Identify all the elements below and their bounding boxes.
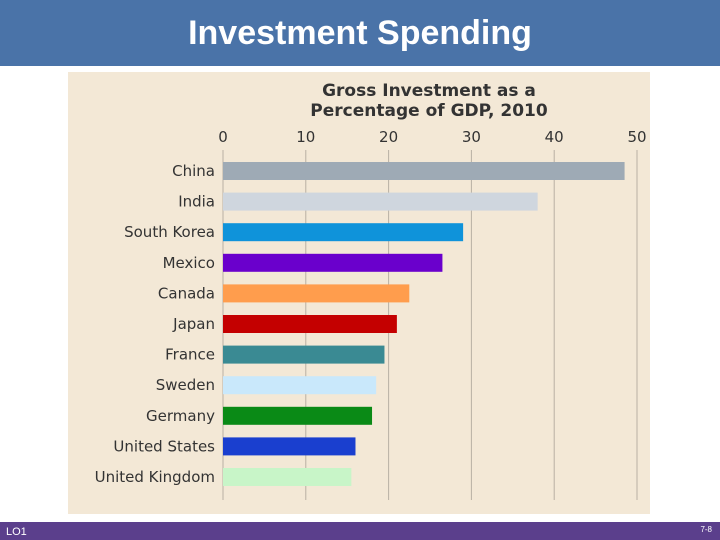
learning-objective-label: LO1 bbox=[6, 526, 27, 538]
category-label: Canada bbox=[158, 284, 215, 302]
chart-title: Gross Investment as a bbox=[322, 81, 536, 101]
bar-chart: Gross Investment as a Percentage of GDP,… bbox=[95, 81, 647, 500]
bar-germany bbox=[223, 406, 373, 425]
footer-bar bbox=[0, 522, 720, 540]
bar-united-kingdom bbox=[223, 468, 352, 486]
bar-united-states bbox=[223, 437, 356, 456]
title-bar bbox=[0, 0, 720, 66]
category-label: France bbox=[165, 346, 215, 364]
x-tick-label: 30 bbox=[462, 128, 481, 146]
bar-japan bbox=[223, 315, 397, 333]
x-tick-label: 10 bbox=[296, 128, 315, 146]
page-number: 7-8 bbox=[700, 525, 712, 534]
category-label: Sweden bbox=[156, 376, 215, 394]
x-tick-label: 40 bbox=[545, 128, 564, 146]
category-label: Germany bbox=[146, 407, 215, 425]
category-label: United States bbox=[113, 437, 215, 455]
bar-sweden bbox=[223, 376, 377, 395]
category-label: Japan bbox=[172, 315, 215, 333]
category-label: India bbox=[178, 193, 215, 211]
bar-south-korea bbox=[223, 223, 464, 242]
chart-subtitle: Percentage of GDP, 2010 bbox=[310, 101, 548, 121]
chart-panel: Gross Investment as a Percentage of GDP,… bbox=[68, 72, 650, 514]
bar-india bbox=[223, 192, 538, 211]
slide-title: Investment Spending bbox=[188, 14, 532, 52]
x-tick-label: 0 bbox=[218, 128, 228, 146]
bar-france bbox=[223, 345, 385, 364]
bar-canada bbox=[223, 284, 410, 303]
category-label: China bbox=[172, 162, 215, 180]
category-label: South Korea bbox=[124, 223, 215, 241]
bar-china bbox=[223, 162, 625, 180]
bar-mexico bbox=[223, 253, 443, 272]
x-tick-label: 20 bbox=[379, 128, 398, 146]
x-tick-label: 50 bbox=[627, 128, 646, 146]
category-label: Mexico bbox=[163, 254, 215, 272]
category-label: United Kingdom bbox=[95, 468, 215, 486]
